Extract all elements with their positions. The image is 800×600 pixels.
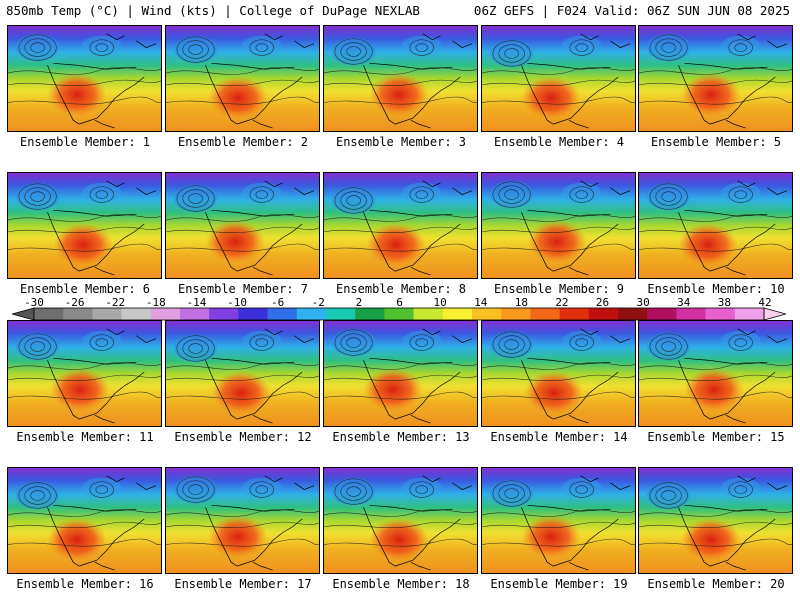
colorbar-labels: -30 -26 -22 -18 -14 -10 -6 -2 2 6 10 14 18 22 26 30 34 38…: [0, 296, 800, 309]
colorbar-tick-label: -14: [186, 296, 207, 309]
ensemble-map-panel: [481, 467, 636, 574]
colorbar-swatch: [92, 308, 122, 320]
temperature-colorbar: [12, 307, 786, 321]
colorbar-swatch: [413, 308, 444, 320]
colorbar-tick-label: 26: [595, 296, 610, 309]
ensemble-map-panel: [481, 172, 636, 279]
colorbar-swatch: [326, 308, 356, 320]
ensemble-member-label: Ensemble Member: 16: [16, 577, 154, 591]
colorbar-tick-label: -26: [64, 296, 85, 309]
colorbar-max-arrow: [763, 307, 786, 321]
ensemble-map-panel: [165, 172, 320, 279]
colorbar-tick-label: -22: [105, 296, 126, 309]
ensemble-map-panel: [638, 25, 793, 132]
colorbar-tick-label: 18: [514, 296, 528, 309]
ensemble-member-label: Ensemble Member: 9: [493, 282, 625, 296]
colorbar-tick-label: 34: [677, 296, 691, 309]
colorbar-swatch: [121, 308, 152, 320]
colorbar-swatch: [150, 308, 181, 320]
colorbar-tick-label: -18: [145, 296, 166, 309]
colorbar-swatch: [472, 308, 502, 320]
ensemble-map-panel: [323, 25, 478, 132]
ensemble-map-panel: [638, 467, 793, 574]
colorbar-swatch: [267, 308, 298, 320]
colorbar-swatch: [355, 308, 385, 320]
colorbar-tick-label: 2: [355, 296, 363, 309]
colorbar-tick-label: -30: [24, 296, 44, 309]
ensemble-map-panel: [165, 25, 320, 132]
ensemble-member-label: Ensemble Member: 7: [177, 282, 309, 296]
ensemble-member-label: Ensemble Member: 17: [174, 577, 312, 591]
colorbar-swatch: [34, 308, 64, 320]
ensemble-member-label: Ensemble Member: 15: [647, 430, 785, 444]
colorbar-swatch: [238, 308, 268, 320]
colorbar-swatch: [384, 308, 414, 320]
ensemble-map-panel: [323, 172, 478, 279]
colorbar-swatch: [296, 308, 327, 320]
colorbar-swatch: [63, 308, 93, 320]
colorbar-swatch: [676, 308, 706, 320]
ensemble-map-panel: [323, 320, 478, 427]
colorbar-swatch: [734, 308, 765, 320]
ensemble-map-panel: [638, 172, 793, 279]
ensemble-map-panel: [165, 320, 320, 427]
ensemble-member-label: Ensemble Member: 13: [332, 430, 470, 444]
ensemble-map-panel: [7, 320, 162, 427]
ensemble-member-label: Ensemble Member: 18: [332, 577, 470, 591]
ensemble-member-label: Ensemble Member: 8: [335, 282, 467, 296]
colorbar-swatch: [588, 308, 619, 320]
colorbar-swatch: [530, 308, 560, 320]
ensemble-member-label: Ensemble Member: 19: [490, 577, 628, 591]
colorbar-tick-label: 14: [474, 296, 488, 309]
ensemble-map-panel: [7, 172, 162, 279]
ensemble-member-label: Ensemble Member: 20: [647, 577, 785, 591]
ensemble-member-label: Ensemble Member: 1: [19, 135, 151, 149]
ensemble-map-panel: [165, 467, 320, 574]
ensemble-map-panel: [481, 320, 636, 427]
colorbar-swatch: [442, 308, 473, 320]
colorbar-swatch: [559, 308, 590, 320]
colorbar-swatch: [705, 308, 736, 320]
colorbar-tick-label: 38: [717, 296, 731, 309]
colorbar-tick-label: 10: [433, 296, 447, 309]
ensemble-member-label: Ensemble Member: 14: [490, 430, 628, 444]
run-valid-time: 06Z GEFS | F024 Valid: 06Z SUN JUN 08 20…: [473, 3, 790, 18]
ensemble-member-label: Ensemble Member: 2: [177, 135, 309, 149]
colorbar-swatch: [209, 308, 239, 320]
ensemble-member-label: Ensemble Member: 12: [174, 430, 312, 444]
colorbar-tick-label: -10: [227, 296, 247, 309]
ensemble-map-panel: [481, 25, 636, 132]
colorbar-tick-label: 22: [555, 296, 569, 309]
chart-title: 850mb Temp (°C) | Wind (kts) | College o…: [6, 3, 420, 18]
colorbar-swatch: [180, 308, 210, 320]
ensemble-map-panel: [323, 467, 478, 574]
ensemble-map-panel: [7, 25, 162, 132]
colorbar-swatch: [501, 308, 531, 320]
colorbar-tick-label: 30: [636, 296, 650, 309]
colorbar-tick-label: -2: [311, 296, 325, 309]
colorbar-swatch: [647, 308, 677, 320]
ensemble-member-label: Ensemble Member: 3: [335, 135, 467, 149]
ensemble-member-label: Ensemble Member: 11: [16, 430, 154, 444]
ensemble-map-panel: [638, 320, 793, 427]
ensemble-member-label: Ensemble Member: 6: [19, 282, 151, 296]
ensemble-member-label: Ensemble Member: 4: [493, 135, 625, 149]
colorbar-tick-label: -6: [271, 296, 285, 309]
colorbar-tick-label: 6: [396, 296, 403, 309]
colorbar-min-arrow: [12, 307, 35, 321]
ensemble-map-panel: [7, 467, 162, 574]
colorbar-swatch: [618, 308, 648, 320]
ensemble-member-label: Ensemble Member: 5: [650, 135, 782, 149]
colorbar-tick-label: 42: [758, 296, 772, 309]
ensemble-member-label: Ensemble Member: 10: [647, 282, 785, 296]
